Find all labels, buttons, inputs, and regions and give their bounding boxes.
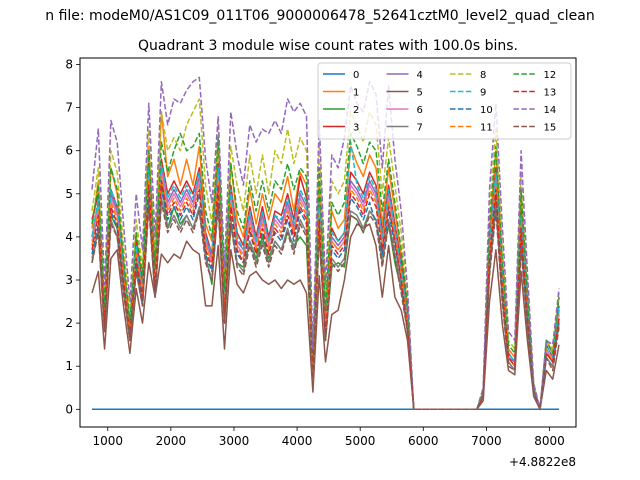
x-tick-label: 2000 xyxy=(156,434,187,448)
x-tick-label: 4000 xyxy=(282,434,313,448)
y-tick-label: 0 xyxy=(65,402,73,416)
series-line-15 xyxy=(91,201,560,411)
legend-label: 11 xyxy=(480,123,493,134)
x-tick-label: 3000 xyxy=(219,434,250,448)
y-tick-label: 6 xyxy=(65,144,73,158)
y-tick-label: 3 xyxy=(65,273,73,287)
legend-label: 8 xyxy=(480,70,486,81)
x-tick-label: 6000 xyxy=(408,434,439,448)
chart-title: Quadrant 3 module wise count rates with … xyxy=(138,38,518,54)
series-line-12 xyxy=(91,132,560,411)
legend-label: 7 xyxy=(417,123,423,134)
y-tick-label: 5 xyxy=(65,187,73,201)
legend-label: 10 xyxy=(480,105,493,116)
legend-label: 1 xyxy=(353,88,359,99)
legend-label: 0 xyxy=(353,70,359,81)
series-line-5 xyxy=(91,223,560,411)
plot-frame xyxy=(79,57,577,428)
legend-label: 13 xyxy=(544,88,557,99)
y-tick-label: 7 xyxy=(65,101,73,115)
series-line-8 xyxy=(91,98,560,411)
figure-suptitle: n file: modeM0/AS1C09_011T06_9000006478_… xyxy=(45,8,594,24)
y-tick-label: 4 xyxy=(65,230,73,244)
x-tick-label: 8000 xyxy=(534,434,565,448)
x-tick-label: 5000 xyxy=(345,434,376,448)
plot-lines xyxy=(91,76,560,411)
x-axis: 1000 2000 3000 4000 5000 6000 7000 8000 xyxy=(92,427,565,448)
legend-label: 15 xyxy=(544,123,557,134)
legend-label: 2 xyxy=(353,105,359,116)
x-offset-label: +4.8822e8 xyxy=(509,455,576,469)
legend-label: 4 xyxy=(417,70,423,81)
legend-label: 3 xyxy=(353,123,359,134)
y-tick-label: 1 xyxy=(65,359,73,373)
y-axis: 0 1 2 3 4 5 6 7 8 xyxy=(65,57,80,416)
legend-label: 5 xyxy=(417,88,423,99)
y-tick-label: 8 xyxy=(65,57,73,71)
y-tick-label: 2 xyxy=(65,316,73,330)
legend-label: 12 xyxy=(544,70,557,81)
legend-box xyxy=(317,62,572,140)
legend-label: 9 xyxy=(480,88,486,99)
series-line-14 xyxy=(91,76,560,411)
legend-label: 14 xyxy=(544,105,557,116)
x-tick-label: 7000 xyxy=(471,434,502,448)
x-tick-label: 1000 xyxy=(92,434,123,448)
legend-label: 6 xyxy=(417,105,423,116)
